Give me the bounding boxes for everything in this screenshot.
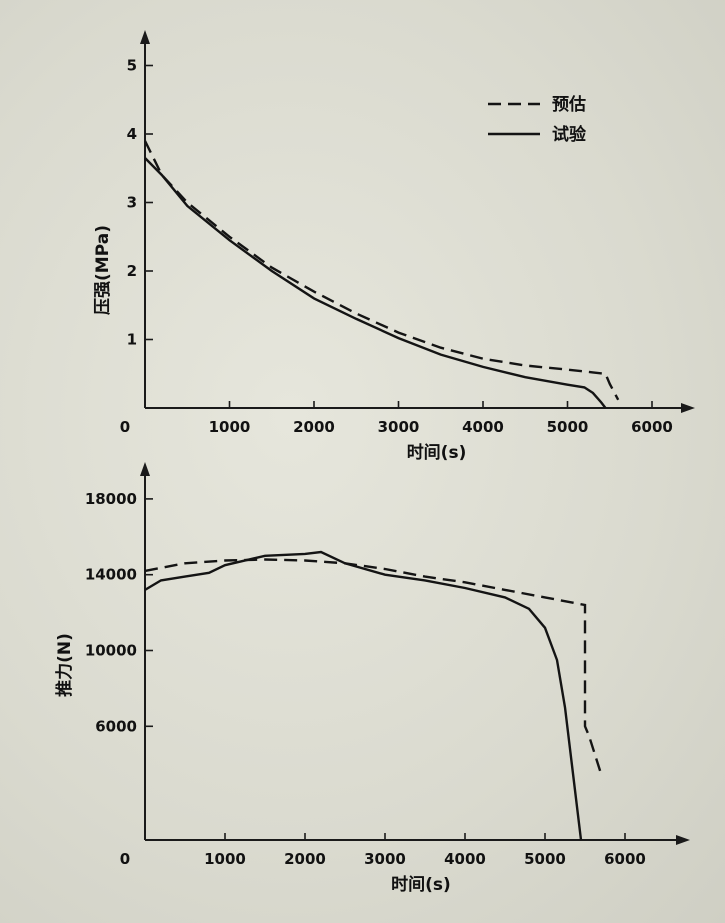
x-axis-arrow bbox=[681, 403, 695, 413]
x-tick-label: 4000 bbox=[444, 850, 486, 868]
series-line-estimate bbox=[143, 140, 620, 401]
y-axis-arrow bbox=[140, 30, 150, 44]
x-tick-label: 6000 bbox=[631, 418, 673, 436]
legend-label: 预估 bbox=[552, 94, 586, 115]
y-tick-label: 5 bbox=[127, 57, 137, 75]
y-tick-label: 2 bbox=[127, 262, 137, 280]
x-tick-label: 1000 bbox=[204, 850, 246, 868]
x-tick-label: 2000 bbox=[284, 850, 326, 868]
series-line-test bbox=[144, 550, 583, 841]
y-axis-title: 推力(N) bbox=[54, 633, 75, 697]
x-tick-label: 0 bbox=[120, 418, 130, 436]
y-axis-title: 压强(MPa) bbox=[93, 225, 113, 315]
x-tick-label: 5000 bbox=[547, 418, 589, 436]
x-tick-label: 0 bbox=[120, 850, 130, 868]
x-tick-label: 4000 bbox=[462, 418, 504, 436]
chart-2: 0 1000 2000 3000 4000 5000 6000 6000 10000 14000 1… bbox=[54, 462, 690, 895]
legend-label: 试验 bbox=[552, 124, 587, 145]
x-tick-label: 3000 bbox=[364, 850, 406, 868]
y-tick-label: 1 bbox=[127, 331, 137, 349]
y-tick-label: 14000 bbox=[85, 566, 137, 584]
x-tick-label: 2000 bbox=[293, 418, 335, 436]
x-tick-label: 5000 bbox=[524, 850, 566, 868]
y-tick-label: 3 bbox=[127, 194, 137, 212]
y-axis-arrow bbox=[140, 462, 150, 476]
chart-1: 0 1000 2000 3000 4000 5000 6000 1 2 3 4 5 时间(s) 压强(MP… bbox=[93, 30, 695, 463]
y-tick-label: 6000 bbox=[95, 717, 137, 735]
x-axis-title: 时间(s) bbox=[391, 874, 451, 895]
series-line-estimate bbox=[144, 558, 603, 775]
series-line-test bbox=[144, 157, 607, 409]
x-tick-label: 1000 bbox=[209, 418, 251, 436]
x-axis-title: 时间(s) bbox=[407, 442, 467, 463]
x-tick-label: 6000 bbox=[604, 850, 646, 868]
x-axis-arrow bbox=[676, 835, 690, 845]
y-tick-label: 10000 bbox=[85, 642, 137, 660]
y-tick-label: 18000 bbox=[85, 490, 137, 508]
y-tick-label: 4 bbox=[127, 125, 137, 143]
x-tick-label: 3000 bbox=[378, 418, 420, 436]
